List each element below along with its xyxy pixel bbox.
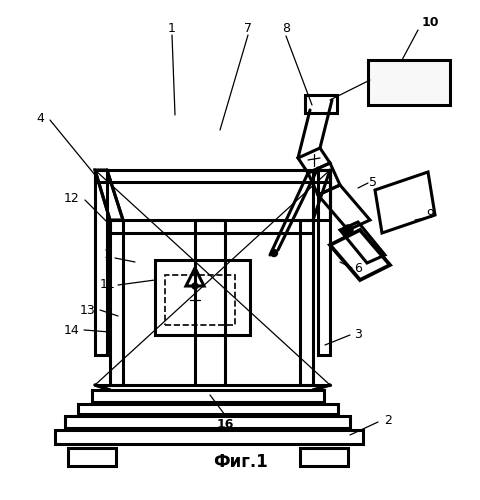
Bar xyxy=(110,220,123,385)
Bar xyxy=(300,220,313,385)
Bar xyxy=(300,448,348,466)
Bar xyxy=(318,170,330,355)
Circle shape xyxy=(343,225,353,235)
Bar xyxy=(305,95,337,113)
Text: 3: 3 xyxy=(354,328,362,342)
Text: 14: 14 xyxy=(64,324,80,336)
Text: 12: 12 xyxy=(64,192,80,204)
Bar xyxy=(55,430,363,444)
Text: 5: 5 xyxy=(369,176,377,190)
Bar xyxy=(95,170,107,355)
Text: 8: 8 xyxy=(282,22,290,35)
Bar xyxy=(65,416,350,428)
Text: 2: 2 xyxy=(384,414,392,426)
Bar xyxy=(78,404,338,414)
Text: 9: 9 xyxy=(426,208,434,222)
Bar xyxy=(368,60,450,105)
Text: 4: 4 xyxy=(36,112,44,124)
Circle shape xyxy=(192,283,198,289)
Text: 6: 6 xyxy=(354,262,362,274)
Text: 11: 11 xyxy=(100,278,116,291)
Bar xyxy=(155,260,250,335)
Text: Фиг.1: Фиг.1 xyxy=(213,453,267,471)
Text: 1: 1 xyxy=(104,248,112,262)
Text: 7: 7 xyxy=(244,22,252,35)
Text: 10: 10 xyxy=(421,16,439,28)
Text: 1: 1 xyxy=(168,22,176,35)
Text: 16: 16 xyxy=(216,418,234,432)
Bar xyxy=(68,448,116,466)
Text: 13: 13 xyxy=(80,304,96,316)
Bar xyxy=(165,275,235,325)
Bar xyxy=(110,220,313,233)
Circle shape xyxy=(271,250,277,256)
Bar xyxy=(95,170,330,182)
Bar xyxy=(92,390,324,402)
